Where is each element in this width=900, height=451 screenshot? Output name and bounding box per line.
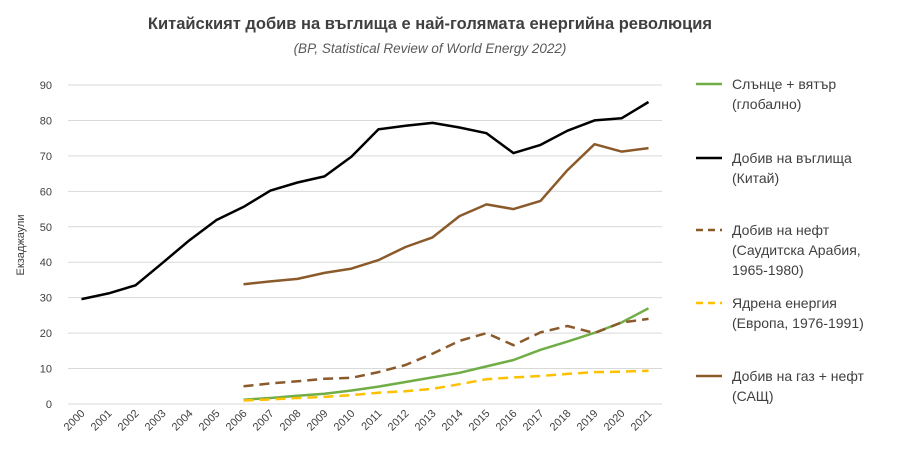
- y-tick-label: 10: [40, 364, 52, 376]
- x-axis-ticks: 2000 2001 2002 2003 2004 2005 2006 2007 2008 2009…: [62, 408, 655, 434]
- legend-label: Добив на газ + нефт: [732, 368, 865, 384]
- y-tick-label: 90: [40, 80, 52, 92]
- y-tick-label: 20: [40, 328, 52, 340]
- x-tick-label: 2001: [89, 408, 115, 434]
- x-tick-label: 2003: [143, 408, 169, 434]
- y-tick-label: 60: [40, 186, 52, 198]
- legend-label: (Европа, 1976-1991): [732, 315, 864, 331]
- y-tick-label: 50: [40, 222, 52, 234]
- legend-label: (Саудитска Арабия,: [732, 242, 861, 258]
- legend-label: Слънце + вятър: [732, 76, 836, 92]
- legend-item-0: Слънце + вятър (глобално): [696, 76, 836, 112]
- x-tick-label: 2005: [197, 408, 223, 434]
- chart-subtitle: (BP, Statistical Review of World Energy …: [294, 41, 567, 56]
- legend-label: Добив на въглища: [732, 150, 852, 166]
- x-tick-label: 2009: [305, 408, 331, 434]
- y-tick-label: 80: [40, 115, 52, 127]
- legend-label: (Китай): [732, 170, 779, 186]
- x-tick-label: 2020: [602, 408, 628, 434]
- legend-label: (глобално): [732, 96, 801, 112]
- y-axis-ticks: 0 10 20 30 40 50 60 70 80 90: [40, 80, 52, 411]
- series-lines: [81, 100, 650, 402]
- x-tick-label: 2010: [332, 408, 358, 434]
- x-tick-label: 2016: [494, 408, 520, 434]
- y-tick-label: 0: [46, 399, 52, 411]
- legend-item-1: Добив на въглища (Китай): [696, 150, 852, 186]
- series-line-2: [243, 317, 649, 388]
- legend-item-2: Добив на нефт (Саудитска Арабия, 1965-1980…: [696, 222, 861, 278]
- legend-label: Добив на нефт: [732, 222, 830, 238]
- y-axis-label: Екзаджаули: [15, 214, 27, 275]
- x-tick-label: 2014: [440, 408, 466, 434]
- x-tick-label: 2007: [251, 408, 277, 434]
- legend-label: (САЩ): [732, 388, 774, 404]
- legend-item-3: Ядрена енергия (Европа, 1976-1991): [696, 295, 864, 331]
- x-tick-label: 2019: [575, 408, 601, 434]
- x-tick-label: 2012: [386, 408, 412, 434]
- gridlines: [68, 84, 662, 405]
- legend-item-4: Добив на газ + нефт (САЩ): [696, 368, 865, 404]
- y-tick-label: 70: [40, 151, 52, 163]
- series-line-4: [243, 142, 649, 286]
- x-tick-label: 2008: [278, 408, 304, 434]
- legend-label: Ядрена енергия: [732, 295, 837, 311]
- series-line-0: [243, 307, 650, 401]
- chart-title: Китайският добив на въглища е най-голяма…: [148, 15, 712, 33]
- x-tick-label: 2004: [170, 408, 196, 434]
- x-tick-label: 2006: [224, 408, 250, 434]
- legend: Слънце + вятър (глобално) Добив на въглища…: [696, 76, 865, 404]
- x-tick-label: 2013: [413, 408, 439, 434]
- y-tick-label: 40: [40, 257, 52, 269]
- series-line-3: [243, 369, 649, 402]
- x-tick-label: 2017: [521, 408, 547, 434]
- x-tick-label: 2021: [629, 408, 655, 434]
- x-tick-label: 2002: [116, 408, 142, 434]
- x-tick-label: 2018: [548, 408, 574, 434]
- legend-label: 1965-1980): [732, 262, 804, 278]
- x-tick-label: 2000: [62, 408, 88, 434]
- y-tick-label: 30: [40, 293, 52, 305]
- x-tick-label: 2015: [467, 408, 493, 434]
- x-tick-label: 2011: [359, 408, 384, 433]
- series-line-1: [81, 100, 650, 301]
